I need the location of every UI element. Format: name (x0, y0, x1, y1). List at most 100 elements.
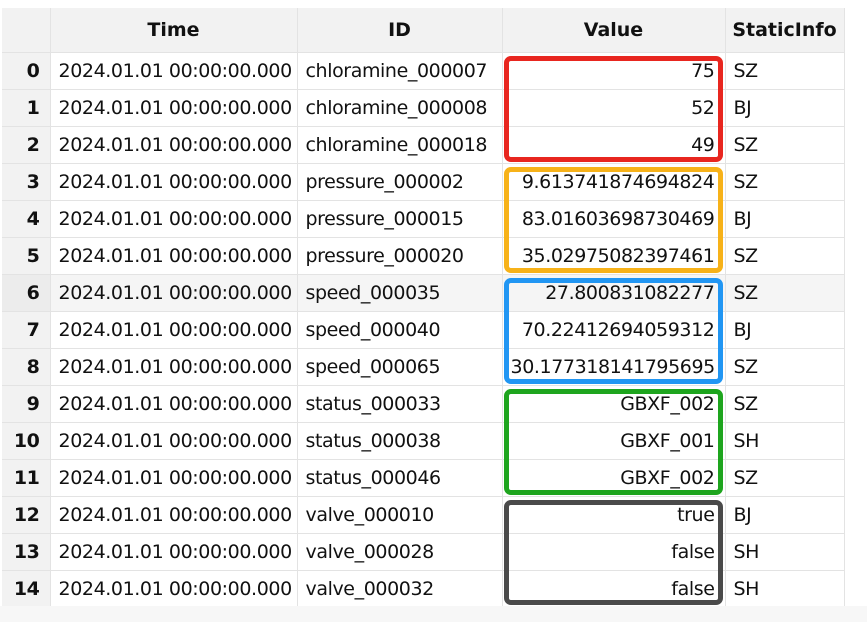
id-cell[interactable]: status_000038 (297, 422, 503, 460)
row-index[interactable]: 12 (2, 496, 51, 534)
time-cell[interactable]: 2024.01.01 00:00:00.000 (50, 274, 298, 312)
value-cell[interactable]: 83.01603698730469 (502, 200, 726, 238)
table-row[interactable]: 9 2024.01.01 00:00:00.000 status_000033 GBX… (2, 385, 845, 423)
id-cell[interactable]: chloramine_000018 (297, 126, 503, 164)
id-cell[interactable]: valve_000010 (297, 496, 503, 534)
staticinfo-cell[interactable]: SZ (725, 348, 845, 386)
id-cell[interactable]: valve_000028 (297, 533, 503, 571)
id-cell[interactable]: status_000033 (297, 385, 503, 423)
time-cell[interactable]: 2024.01.01 00:00:00.000 (50, 459, 298, 497)
staticinfo-cell[interactable]: SH (725, 422, 845, 460)
staticinfo-cell[interactable]: SZ (725, 274, 845, 312)
staticinfo-cell[interactable]: BJ (725, 311, 845, 349)
value-cell[interactable]: true (502, 496, 726, 534)
id-cell[interactable]: pressure_000015 (297, 200, 503, 238)
data-table-container: Time ID Value StaticInfo 0 2024.01.01 00:… (2, 8, 845, 607)
staticinfo-cell[interactable]: BJ (725, 89, 845, 127)
value-cell[interactable]: 70.22412694059312 (502, 311, 726, 349)
value-cell[interactable]: GBXF_002 (502, 459, 726, 497)
table-body: 0 2024.01.01 00:00:00.000 chloramine_00000… (2, 52, 845, 607)
row-index[interactable]: 6 (2, 274, 51, 312)
time-cell[interactable]: 2024.01.01 00:00:00.000 (50, 89, 298, 127)
row-index[interactable]: 0 (2, 52, 51, 90)
row-index[interactable]: 3 (2, 163, 51, 201)
table-row[interactable]: 1 2024.01.01 00:00:00.000 chloramine_00000… (2, 89, 845, 127)
id-cell[interactable]: valve_000032 (297, 570, 503, 607)
staticinfo-cell[interactable]: SZ (725, 126, 845, 164)
value-cell[interactable]: 52 (502, 89, 726, 127)
time-cell[interactable]: 2024.01.01 00:00:00.000 (50, 422, 298, 460)
time-cell[interactable]: 2024.01.01 00:00:00.000 (50, 52, 298, 90)
table-row[interactable]: 10 2024.01.01 00:00:00.000 status_000038 GB… (2, 422, 845, 460)
value-cell[interactable]: 30.177318141795695 (502, 348, 726, 386)
row-index[interactable]: 14 (2, 570, 51, 607)
value-cell[interactable]: false (502, 533, 726, 571)
value-cell[interactable]: 9.613741874694824 (502, 163, 726, 201)
id-cell[interactable]: pressure_000002 (297, 163, 503, 201)
staticinfo-cell[interactable]: SZ (725, 163, 845, 201)
id-cell[interactable]: speed_000035 (297, 274, 503, 312)
index-header[interactable] (2, 8, 51, 53)
table-row[interactable]: 2 2024.01.01 00:00:00.000 chloramine_00001… (2, 126, 845, 164)
time-cell[interactable]: 2024.01.01 00:00:00.000 (50, 570, 298, 607)
staticinfo-cell[interactable]: SZ (725, 237, 845, 275)
row-index[interactable]: 7 (2, 311, 51, 349)
row-index[interactable]: 10 (2, 422, 51, 460)
staticinfo-column-header[interactable]: StaticInfo (725, 8, 845, 53)
staticinfo-cell[interactable]: SH (725, 570, 845, 607)
table-row[interactable]: 0 2024.01.01 00:00:00.000 chloramine_00000… (2, 52, 845, 90)
time-cell[interactable]: 2024.01.01 00:00:00.000 (50, 126, 298, 164)
id-cell[interactable]: chloramine_000008 (297, 89, 503, 127)
time-cell[interactable]: 2024.01.01 00:00:00.000 (50, 311, 298, 349)
value-cell[interactable]: GBXF_001 (502, 422, 726, 460)
staticinfo-cell[interactable]: SZ (725, 459, 845, 497)
data-table: Time ID Value StaticInfo 0 2024.01.01 00:… (2, 8, 845, 607)
table-row[interactable]: 12 2024.01.01 00:00:00.000 valve_000010 tru… (2, 496, 845, 534)
table-row[interactable]: 5 2024.01.01 00:00:00.000 pressure_000020 3… (2, 237, 845, 275)
value-cell[interactable]: 35.02975082397461 (502, 237, 726, 275)
id-cell[interactable]: speed_000065 (297, 348, 503, 386)
id-column-header[interactable]: ID (297, 8, 503, 53)
row-index[interactable]: 5 (2, 237, 51, 275)
staticinfo-cell[interactable]: BJ (725, 200, 845, 238)
table-row[interactable]: 13 2024.01.01 00:00:00.000 valve_000028 fal… (2, 533, 845, 571)
table-bottom-strip (0, 606, 867, 622)
staticinfo-cell[interactable]: SZ (725, 52, 845, 90)
time-column-header[interactable]: Time (50, 8, 298, 53)
table-row[interactable]: 8 2024.01.01 00:00:00.000 speed_000065 30.1… (2, 348, 845, 386)
time-cell[interactable]: 2024.01.01 00:00:00.000 (50, 237, 298, 275)
table-row[interactable]: 6 2024.01.01 00:00:00.000 speed_000035 27.8… (2, 274, 845, 312)
staticinfo-cell[interactable]: SH (725, 533, 845, 571)
id-cell[interactable]: status_000046 (297, 459, 503, 497)
value-cell[interactable]: 27.800831082277 (502, 274, 726, 312)
time-cell[interactable]: 2024.01.01 00:00:00.000 (50, 200, 298, 238)
table-row[interactable]: 14 2024.01.01 00:00:00.000 valve_000032 fal… (2, 570, 845, 607)
table-row[interactable]: 3 2024.01.01 00:00:00.000 pressure_000002 9… (2, 163, 845, 201)
id-cell[interactable]: speed_000040 (297, 311, 503, 349)
time-cell[interactable]: 2024.01.01 00:00:00.000 (50, 496, 298, 534)
time-cell[interactable]: 2024.01.01 00:00:00.000 (50, 385, 298, 423)
row-index[interactable]: 4 (2, 200, 51, 238)
row-index[interactable]: 13 (2, 533, 51, 571)
table-row[interactable]: 7 2024.01.01 00:00:00.000 speed_000040 70.2… (2, 311, 845, 349)
row-index[interactable]: 2 (2, 126, 51, 164)
table-row[interactable]: 11 2024.01.01 00:00:00.000 status_000046 GB… (2, 459, 845, 497)
value-cell[interactable]: GBXF_002 (502, 385, 726, 423)
staticinfo-cell[interactable]: BJ (725, 496, 845, 534)
time-cell[interactable]: 2024.01.01 00:00:00.000 (50, 163, 298, 201)
table-row[interactable]: 4 2024.01.01 00:00:00.000 pressure_000015 8… (2, 200, 845, 238)
row-index[interactable]: 11 (2, 459, 51, 497)
row-index[interactable]: 8 (2, 348, 51, 386)
value-cell[interactable]: false (502, 570, 726, 607)
value-cell[interactable]: 75 (502, 52, 726, 90)
value-column-header[interactable]: Value (502, 8, 726, 53)
time-cell[interactable]: 2024.01.01 00:00:00.000 (50, 533, 298, 571)
time-cell[interactable]: 2024.01.01 00:00:00.000 (50, 348, 298, 386)
row-index[interactable]: 1 (2, 89, 51, 127)
id-cell[interactable]: chloramine_000007 (297, 52, 503, 90)
staticinfo-cell[interactable]: SZ (725, 385, 845, 423)
row-index[interactable]: 9 (2, 385, 51, 423)
id-cell[interactable]: pressure_000020 (297, 237, 503, 275)
value-cell[interactable]: 49 (502, 126, 726, 164)
header-row: Time ID Value StaticInfo (2, 8, 845, 53)
